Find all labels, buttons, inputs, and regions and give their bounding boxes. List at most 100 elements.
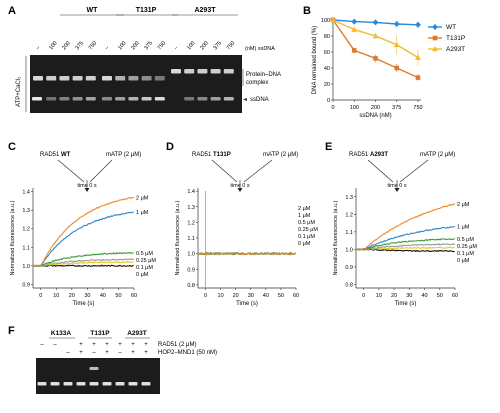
panel-label-d: D [166,141,174,153]
gel-a-complex-band [171,69,181,74]
gel-f-sign-rows: – – + + + + + + – + – + – + + [40,342,148,356]
chart-c-series-line [32,211,134,267]
chart-b-ytick-label: 60 [324,50,330,56]
chart-c-xtick-label: 50 [115,293,121,299]
gel-a-lane-label: 200 [61,40,72,51]
chart-b-xtick-label: 375 [392,105,401,111]
chart-b-point [372,33,379,39]
gel-f-sign: – [66,350,70,356]
chart-b-point [415,54,421,60]
gel-a-complex-band [154,76,165,81]
gel-a-group-t131p: T131P [136,7,157,14]
header-d-ligand: mATP (2 μM) [263,152,298,158]
chart-c-ytick-label: 0.9 [22,282,30,288]
header-d: RAD51 T131P mATP (2 μM) time 0 s [192,152,298,192]
gel-f-sign: – [118,350,122,356]
gel-a-complex-band [72,76,83,81]
chart-c-ytick-label: 1.1 [22,245,30,251]
chart-b-xtick-label: 750 [413,105,422,111]
gel-a-complex-band [46,76,57,81]
gel-a-ssdna-band [141,97,152,101]
gel-f-sign: + [118,342,122,348]
chart-e-xtick-label: 30 [406,293,412,299]
chart-e-series-line [355,238,456,251]
chart-c-xtick-label: 30 [84,293,90,299]
gel-a-lane-label: – [173,44,180,51]
header-c-protein: RAD51 WT [40,152,71,158]
header-e-time: time 0 s [387,183,407,189]
chart-c-series-line [32,196,134,267]
chart-e-xtick-label: 40 [421,293,427,299]
gel-a-ssdna-band [154,97,165,101]
chart-e-ytick-label: 1.0 [345,247,353,253]
chart-e-series-line [355,246,455,251]
gel-a-lane-label: 200 [199,40,210,51]
chart-e-xlabel: Time (s) [395,301,417,307]
chart-c-xtick-label: 20 [69,293,75,299]
gel-a-lane-label: 375 [144,40,155,51]
gel-a-lane-label: 375 [213,40,224,51]
header-c-ligand: mATP (2 μM) [106,152,141,158]
chart-d-ylabel: Normalized fluorescence (a.u.) [175,200,181,275]
chart-d-series-label: 2 μM [298,206,311,212]
chart-c-xlabel: Time (s) [73,301,95,307]
chart-e-series-label: 0.1 μM [457,251,474,257]
chart-c-series-label: 1 μM [136,210,149,216]
gel-a-lane-label: 750 [157,40,168,51]
chart-b-point [351,18,358,25]
chart-c-xtick-label: 60 [131,293,137,299]
gel-a-complex-label-2: complex [246,80,268,86]
gel-a-headers: WT T131P A293T (nM) ssDNA [60,7,275,52]
gel-a-lane-label: 100 [117,40,128,51]
chart-b-ylabel: DNA remained bound (%) [312,26,318,94]
chart-d-ytick-label: 1.0 [187,252,195,258]
header-e: RAD51 A293T mATP (2 μM) time 0 s [349,152,455,192]
chart-b-xtick-label: 100 [350,105,359,111]
chart-b-point [393,41,400,48]
header-d-time: time 0 s [230,183,250,189]
gel-a-ssdna-band [59,97,70,101]
chart-c: 0.9 1.0 1.1 1.2 1.3 1.4 0 10 20 30 40 50 60 Time (s) N… [10,188,156,307]
chart-b-ytick-label: 80 [324,34,330,40]
gel-a-complex-band [33,76,43,81]
gel-f-free-band [128,382,138,386]
gel-f-image [36,358,160,394]
panel-label-e: E [325,141,332,153]
panel-label-c: C [8,141,16,153]
chart-e-xtick-label: 50 [437,293,443,299]
chart-e-series-line [355,225,456,251]
gel-f-sign: + [131,342,135,348]
chart-b-ytick-label: 0 [327,98,330,104]
gel-a-lane-label: 750 [226,40,237,51]
chart-d-ytick-label: 0.8 [187,283,195,289]
chart-b-legend-label: WT [446,24,456,31]
gel-a-image [30,55,242,113]
gel-f-sign: + [144,350,148,356]
chart-c-ylabel: Normalized fluorescence (a.u.) [10,200,16,275]
chart-b-point [415,75,421,80]
gel-a-lane-label: 100 [48,40,59,51]
chart-d-series-label: 1 μM [298,213,311,219]
chart-c-series-label: 0 μM [136,272,149,278]
gel-f-sign: + [131,350,135,356]
gel-f-shifted-band [89,367,99,370]
chart-d-series-label: 0.5 μM [298,220,315,226]
chart-d-series-line [197,251,297,256]
chart-e-ylabel: Normalized fluorescence (a.u.) [333,200,339,275]
chart-d-xlabel: Time (s) [236,301,258,307]
chart-d-ytick-label: 1.4 [187,189,195,195]
header-c-time: time 0 s [77,183,97,189]
gel-f-sign: – [92,350,96,356]
chart-c-series-line [32,264,134,268]
chart-b-xlabel: ssDNA (nM) [359,113,391,119]
gel-a-lane-label: 375 [75,40,86,51]
chart-b-ytick-label: 20 [324,82,330,88]
chart-b-legend-label: T131P [446,35,465,42]
gel-a-complex-band [85,76,96,81]
gel-a-ssdna-label: ssDNA [250,97,269,103]
chart-d-ytick-label: 1.1 [187,236,195,242]
gel-a-ssdna-band [210,97,221,101]
gel-a-complex-band [223,69,234,74]
gel-f-free-band [63,382,73,386]
